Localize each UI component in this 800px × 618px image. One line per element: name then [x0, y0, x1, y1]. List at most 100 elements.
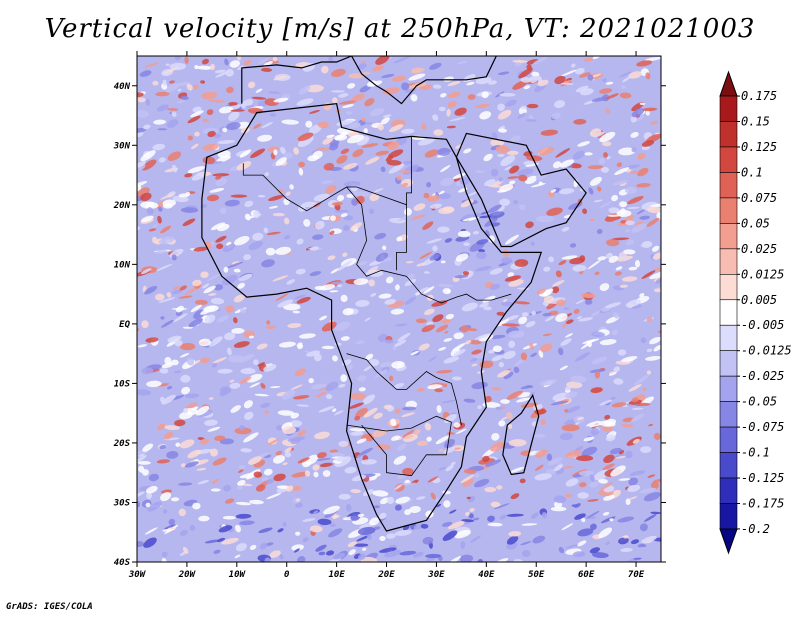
field-cell	[645, 72, 651, 80]
field-cell	[216, 243, 224, 250]
field-cell	[581, 446, 598, 457]
field-cell	[309, 110, 320, 114]
field-cell	[408, 73, 426, 81]
field-cell	[295, 531, 301, 536]
field-cell	[315, 391, 327, 398]
field-cell	[492, 345, 503, 353]
field-cell	[389, 124, 404, 132]
x-tick-label: 30W	[128, 570, 147, 580]
field-cell	[174, 56, 181, 61]
field-cell	[593, 199, 603, 203]
field-cell	[166, 119, 179, 129]
field-cell	[163, 524, 176, 530]
field-cell	[583, 436, 595, 442]
field-cell	[482, 295, 496, 303]
field-cell	[359, 85, 371, 93]
field-cell	[362, 72, 371, 75]
field-cell	[226, 261, 244, 269]
field-cell	[487, 515, 495, 522]
field-cell	[628, 477, 638, 486]
field-cell	[427, 476, 439, 483]
field-cell	[548, 256, 554, 263]
field-cell	[351, 93, 366, 102]
field-cell	[468, 513, 474, 519]
field-cell	[525, 221, 534, 229]
field-cell	[299, 333, 316, 339]
field-cell	[237, 469, 244, 473]
field-cell	[162, 199, 176, 207]
field-cell	[496, 318, 510, 327]
field-cell	[204, 419, 218, 426]
field-cell	[453, 422, 461, 428]
field-cell	[141, 320, 149, 329]
field-cell	[155, 249, 167, 254]
field-cell	[294, 368, 306, 377]
field-cell	[248, 456, 262, 465]
field-cell	[589, 481, 599, 488]
field-cell	[193, 84, 199, 90]
field-cell	[235, 543, 247, 552]
field-cell	[516, 168, 534, 176]
field-cell	[489, 268, 503, 275]
field-cell	[202, 143, 219, 151]
field-cell	[313, 471, 319, 478]
field-cell	[317, 518, 332, 526]
field-cell	[209, 188, 225, 193]
field-cell	[466, 328, 478, 332]
field-cell	[461, 519, 475, 523]
field-cell	[609, 518, 614, 522]
field-cell	[362, 394, 376, 405]
field-cell	[336, 456, 344, 462]
field-cell	[498, 361, 505, 368]
field-cell	[616, 162, 623, 168]
field-cell	[171, 497, 180, 502]
field-cell	[394, 484, 402, 490]
field-cell	[167, 151, 182, 161]
field-cell	[298, 161, 306, 168]
field-cell	[580, 88, 594, 96]
field-cell	[160, 319, 174, 328]
field-cell	[598, 478, 608, 484]
field-cell	[463, 148, 472, 154]
field-cell	[510, 466, 525, 473]
field-cell	[361, 459, 377, 465]
field-cell	[214, 435, 226, 441]
field-cell	[160, 316, 165, 320]
velocity-field	[137, 56, 661, 562]
field-cell	[346, 364, 353, 371]
field-cell	[606, 93, 619, 100]
field-cell	[650, 511, 661, 515]
field-cell	[548, 457, 563, 466]
field-cell	[394, 339, 407, 347]
field-cell	[653, 273, 661, 282]
field-cell	[490, 501, 501, 508]
field-cell	[502, 350, 516, 360]
field-cell	[573, 308, 580, 314]
field-cell	[158, 157, 166, 163]
field-cell	[294, 294, 306, 299]
field-cell	[411, 67, 425, 73]
field-cell	[221, 274, 238, 286]
field-cell	[330, 268, 340, 274]
field-cell	[338, 383, 346, 388]
field-cell	[623, 249, 636, 255]
field-cell	[330, 215, 336, 222]
field-cell	[318, 405, 335, 413]
field-cell	[401, 128, 415, 134]
field-cell	[442, 530, 458, 542]
country-border	[346, 186, 512, 304]
field-cell	[243, 254, 251, 261]
field-cell	[563, 307, 570, 311]
field-cell	[610, 465, 626, 477]
field-cell	[194, 65, 199, 70]
field-cell	[292, 310, 300, 314]
field-cell	[318, 551, 326, 556]
field-cell	[216, 537, 226, 543]
field-cell	[514, 259, 529, 267]
field-cell	[603, 454, 615, 464]
field-cell	[171, 111, 177, 117]
field-cell	[293, 147, 299, 155]
field-cell	[388, 149, 404, 158]
field-cell	[376, 444, 391, 450]
field-cell	[191, 406, 199, 411]
